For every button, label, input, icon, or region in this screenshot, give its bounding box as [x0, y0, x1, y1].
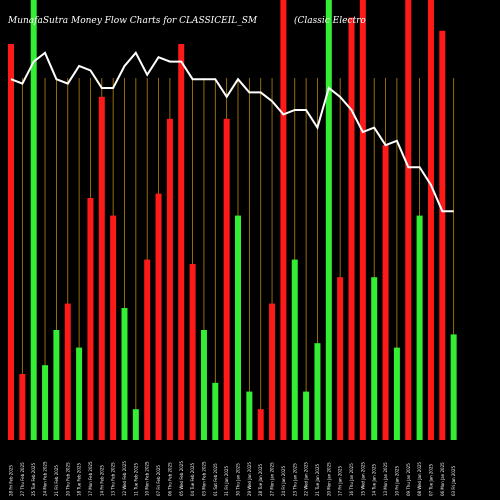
x-tick-label: 13 Thu Feb 2025: [111, 462, 116, 496]
bar: [450, 334, 457, 440]
x-tick-label: 21 Tue Jan 2025: [315, 463, 320, 496]
x-tick-label: 21 Fri Feb 2025: [54, 465, 59, 496]
bar: [8, 44, 14, 440]
bar: [87, 198, 94, 440]
x-tick-label: 11 Tue Feb 2025: [133, 463, 138, 496]
x-tick-label: 10 Fri Jan 2025: [394, 466, 399, 496]
bar: [166, 118, 173, 441]
x-tick-label: 24 Mon Feb 2025: [43, 461, 48, 496]
x-tick-label: 20 Thu Feb 2025: [65, 462, 70, 496]
bar: [439, 30, 446, 441]
x-tick-labels: 28 Fri Feb 2025 27 Thu Feb 2025 25 Tue Feb…: [9, 461, 457, 496]
bar-series: [8, 0, 457, 441]
bar: [110, 215, 117, 440]
price-line-series: [10, 51, 454, 213]
bar: [53, 330, 60, 440]
x-tick-label: 23 Thu Jan 2025: [292, 463, 297, 496]
bar: [314, 343, 321, 440]
x-tick-label: 12 Wed Feb 2025: [122, 461, 127, 496]
x-tick-label: 27 Thu Feb 2025: [20, 462, 25, 496]
x-tick-label: 14 Fri Feb 2025: [99, 465, 104, 496]
x-tick-label: 29 Wed Jan 2025: [247, 462, 252, 496]
x-tick-label: 27 Mon Jan 2025: [270, 462, 275, 496]
bar: [246, 391, 253, 440]
x-tick-label: 14 Tue Jan 2025: [372, 463, 377, 496]
x-tick-label: 07 Tue Jan 2025: [428, 463, 433, 496]
x-tick-label: 17 Mon Feb 2025: [88, 461, 93, 496]
bar: [371, 277, 378, 440]
bar: [291, 259, 298, 440]
bar: [64, 303, 71, 440]
chart-subtitle: (Classic Electro: [294, 15, 366, 26]
bar: [359, 0, 366, 440]
x-tick-label: 15 Wed Jan 2025: [360, 462, 365, 496]
bar: [132, 409, 139, 440]
bar: [121, 308, 128, 440]
x-tick-label: 18 Tue Feb 2025: [77, 463, 82, 496]
x-tick-label: 16 Thu Jan 2025: [349, 463, 354, 496]
x-tick-label: 05 Wed Feb 2025: [179, 461, 184, 496]
bar: [200, 330, 207, 440]
x-tick-label: 08 Wed Jan 2025: [417, 462, 422, 496]
bar: [235, 215, 241, 440]
bar: [269, 303, 276, 440]
x-tick-label: 31 Fri Jan 2025: [224, 466, 229, 496]
x-tick-label: 03 Mon Feb 2025: [201, 461, 206, 496]
x-tick-label: 28 Fri Feb 2025: [9, 465, 14, 496]
bar: [155, 193, 162, 440]
x-tick-label: 01 Sat Feb 2025: [213, 463, 218, 496]
bar: [280, 0, 287, 440]
x-tick-label: 09 Thu Jan 2025: [406, 463, 411, 496]
bar: [416, 215, 423, 440]
x-tick-label: 30 Thu Jan 2025: [236, 463, 241, 496]
bar: [257, 409, 264, 440]
bar: [98, 96, 105, 441]
bar: [189, 264, 196, 440]
bar: [42, 365, 49, 440]
bar: [76, 347, 83, 440]
x-tick-label: 24 Fri Jan 2025: [281, 466, 286, 496]
bar: [178, 44, 185, 440]
x-tick-label: 06 Thu Feb 2025: [167, 462, 172, 496]
x-tick-label: 04 Tue Feb 2025: [190, 463, 195, 496]
bar: [303, 391, 310, 440]
bar: [19, 374, 26, 440]
bar: [337, 277, 344, 440]
price-line: [10, 51, 454, 213]
bar: [30, 0, 37, 440]
x-tick-label: 17 Fri Jan 2025: [338, 466, 343, 496]
bar: [405, 0, 412, 440]
bar: [223, 118, 230, 441]
x-tick-label: 10 Mon Feb 2025: [145, 461, 150, 496]
x-tick-label: 03 Fri Jan 2025: [451, 466, 456, 496]
x-tick-label: 22 Wed Jan 2025: [304, 462, 309, 496]
x-tick-label: 06 Mon Jan 2025: [440, 462, 445, 496]
x-tick-label: 28 Tue Jan 2025: [258, 463, 263, 496]
chart-title: MunafaSutra Money Flow Charts for CLASSI…: [7, 16, 258, 26]
bar: [427, 0, 434, 440]
x-tick-label: 25 Tue Feb 2025: [31, 463, 36, 496]
x-tick-label: 20 Mon Jan 2025: [326, 462, 331, 496]
bar: [348, 17, 355, 440]
bar: [325, 0, 332, 440]
bar: [212, 382, 219, 440]
x-tick-label: 07 Fri Feb 2025: [156, 465, 161, 496]
bar: [393, 347, 400, 440]
bar: [144, 259, 151, 440]
bar: [382, 145, 389, 440]
x-tick-label: 13 Mon Jan 2025: [383, 462, 388, 496]
